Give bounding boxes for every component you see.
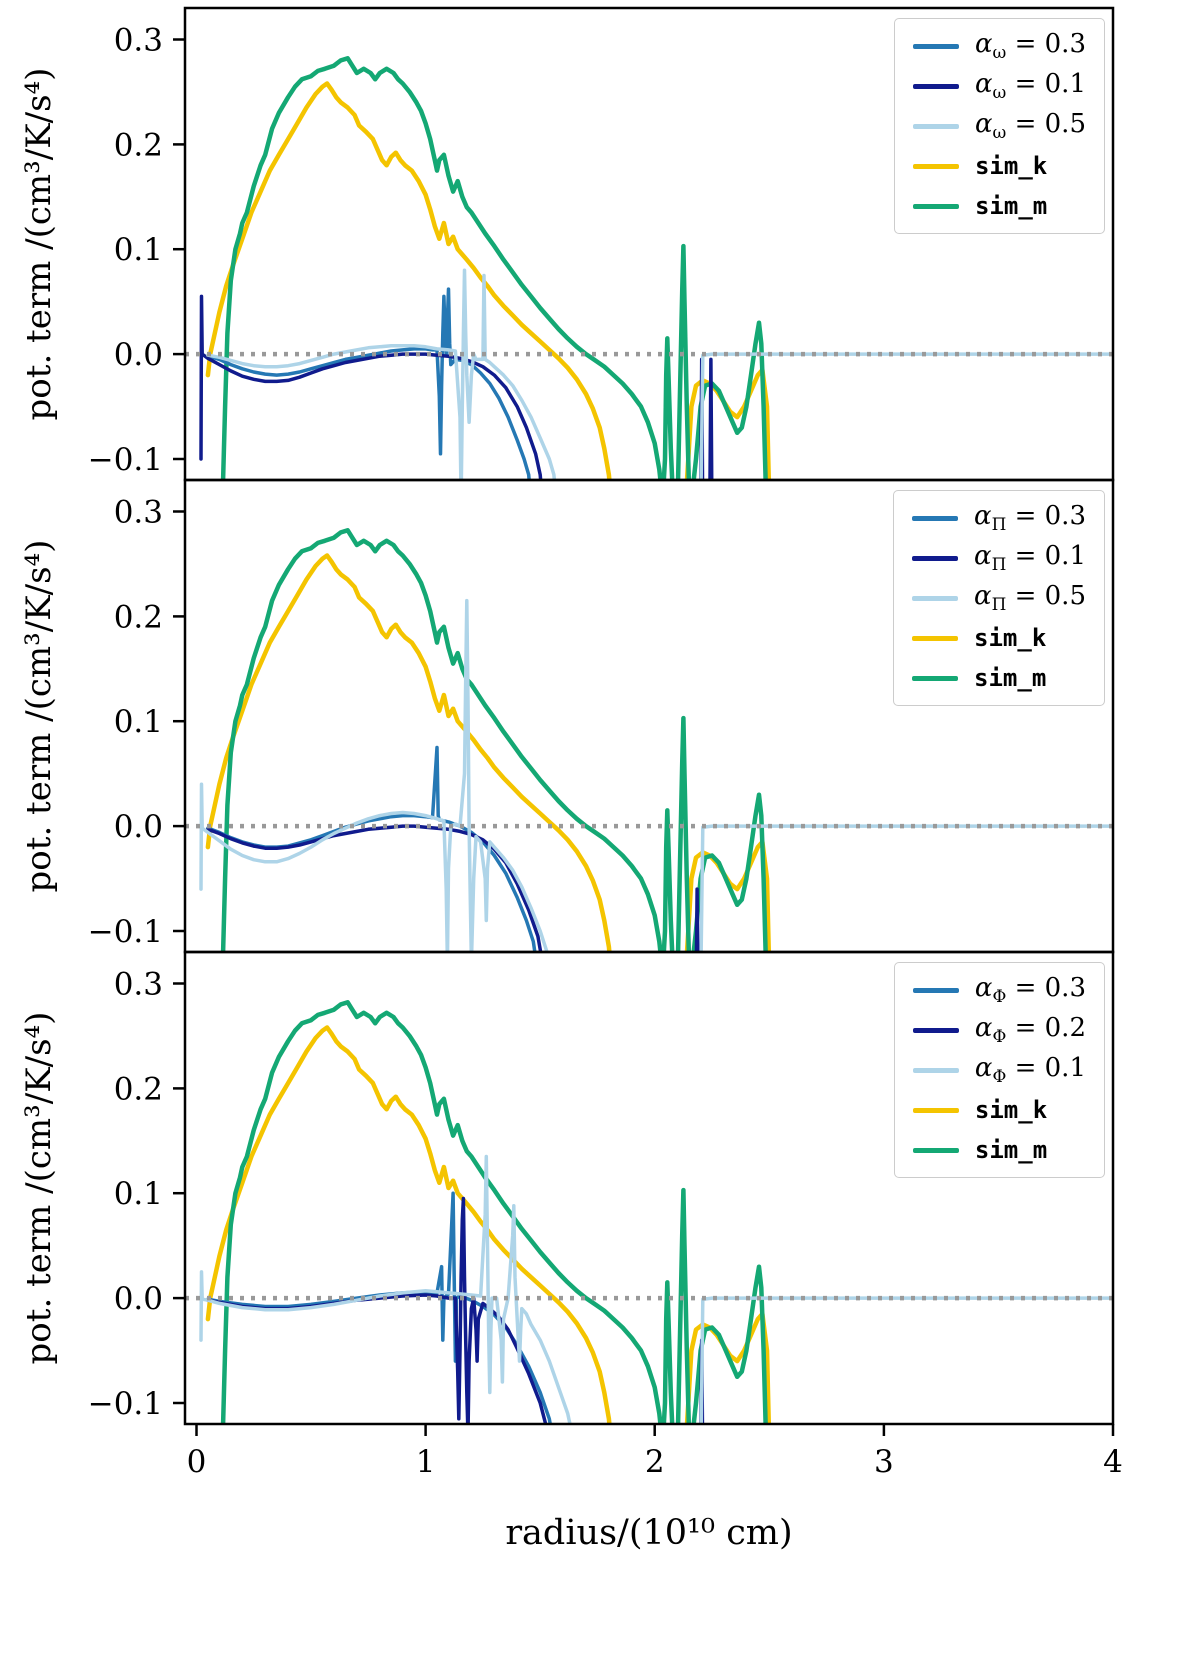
legend-entry: sim_m bbox=[912, 189, 1086, 223]
legend-label: αΦ = 0.1 bbox=[974, 1053, 1086, 1087]
legend-label: sim_k bbox=[974, 152, 1048, 180]
legend-label: αΦ = 0.3 bbox=[974, 973, 1086, 1007]
legend-panel-2: αΠ = 0.3 αΠ = 0.1 αΠ = 0.5 sim_k sim_m bbox=[893, 490, 1105, 706]
panel-1-series bbox=[185, 56, 1113, 480]
legend-line-swatch bbox=[912, 595, 959, 601]
series-alpha_P_0.1 bbox=[206, 824, 700, 952]
legend-line-swatch bbox=[912, 987, 959, 993]
legend-line-swatch bbox=[912, 43, 959, 49]
y-tick-label: 0.3 bbox=[114, 494, 163, 530]
legend-label: αΠ = 0.5 bbox=[974, 581, 1086, 615]
x-axis-label: radius/(10¹⁰ cm) bbox=[505, 1513, 793, 1553]
y-tick-label: 0.3 bbox=[114, 966, 163, 1002]
x-tick-label: 3 bbox=[874, 1444, 894, 1480]
legend-entry: sim_k bbox=[912, 1093, 1086, 1127]
legend-label: sim_m bbox=[974, 1136, 1048, 1164]
legend-panel-1: αω = 0.3 αω = 0.1 αω = 0.5 sim_k sim_m bbox=[893, 18, 1105, 234]
legend-line-swatch bbox=[912, 163, 959, 169]
legend-panel-3: αΦ = 0.3 αΦ = 0.2 αΦ = 0.1 sim_k sim_m bbox=[893, 962, 1105, 1178]
panel-3-spine bbox=[183, 950, 1115, 1426]
legend-line-swatch bbox=[912, 555, 959, 561]
legend-label: αΦ = 0.2 bbox=[974, 1013, 1086, 1047]
legend-label: αω = 0.3 bbox=[974, 29, 1086, 63]
legend-entry: αΠ = 0.5 bbox=[912, 581, 1086, 615]
series-alpha_w_0.5 bbox=[206, 268, 1113, 480]
legend-label: sim_m bbox=[974, 664, 1047, 692]
x-tick-label: 2 bbox=[645, 1444, 665, 1480]
legend-label: αω = 0.5 bbox=[974, 109, 1086, 143]
legend-entry: αω = 0.1 bbox=[912, 69, 1086, 103]
legend-entry: αΠ = 0.1 bbox=[912, 541, 1086, 575]
legend-label: sim_k bbox=[974, 624, 1047, 652]
panel-3-series bbox=[185, 1000, 1113, 1424]
legend-line-swatch bbox=[912, 83, 959, 89]
legend-line-swatch bbox=[912, 123, 959, 129]
x-tick-label: 0 bbox=[187, 1444, 207, 1480]
legend-entry: sim_k bbox=[912, 621, 1086, 655]
series-sim_m bbox=[220, 528, 768, 952]
series-alpha_F_0.1 bbox=[199, 1154, 1113, 1424]
y-tick-label: 0.1 bbox=[114, 1176, 163, 1212]
legend-label: sim_m bbox=[974, 192, 1048, 220]
legend-entry: αΦ = 0.3 bbox=[912, 973, 1086, 1007]
series-sim_k bbox=[205, 553, 772, 952]
legend-line-swatch bbox=[912, 1027, 959, 1033]
y-tick-label: −0.1 bbox=[88, 1386, 163, 1422]
legend-entry: αω = 0.3 bbox=[912, 29, 1086, 63]
y-tick-label: 0.1 bbox=[114, 704, 163, 740]
legend-label: αω = 0.1 bbox=[974, 69, 1086, 103]
legend-line-swatch bbox=[912, 1147, 959, 1153]
y-tick-label: 0.0 bbox=[114, 1281, 163, 1317]
legend-label: αΠ = 0.3 bbox=[974, 501, 1086, 535]
legend-entry: sim_k bbox=[912, 149, 1086, 183]
y-axis-label-panel-3: pot. term /(cm³/K/s⁴) bbox=[19, 1011, 59, 1365]
y-tick-label: 0.2 bbox=[114, 599, 163, 635]
legend-entry: αΦ = 0.2 bbox=[912, 1013, 1086, 1047]
y-tick-label: 0.0 bbox=[114, 809, 163, 845]
series-alpha_w_0.1 bbox=[199, 294, 714, 480]
series-sim_m bbox=[220, 1000, 768, 1424]
legend-line-swatch bbox=[912, 635, 959, 641]
legend-line-swatch bbox=[912, 675, 959, 681]
series-sim_k bbox=[205, 81, 772, 480]
legend-line-swatch bbox=[912, 203, 959, 209]
y-axis-label-panel-1: pot. term /(cm³/K/s⁴) bbox=[19, 67, 59, 421]
legend-entry: αΠ = 0.3 bbox=[912, 501, 1086, 535]
y-axis-label-panel-2: pot. term /(cm³/K/s⁴) bbox=[19, 539, 59, 893]
legend-line-swatch bbox=[912, 515, 959, 521]
series-sim_k bbox=[205, 1025, 772, 1424]
x-tick-label: 1 bbox=[416, 1444, 436, 1480]
y-tick-label: 0.3 bbox=[114, 22, 163, 58]
y-tick-label: 0.2 bbox=[114, 1071, 163, 1107]
panel-2-series bbox=[185, 528, 1113, 952]
y-tick-label: −0.1 bbox=[88, 914, 163, 950]
legend-entry: αω = 0.5 bbox=[912, 109, 1086, 143]
legend-entry: sim_m bbox=[912, 661, 1086, 695]
legend-label: αΠ = 0.1 bbox=[974, 541, 1086, 575]
legend-entry: αΦ = 0.1 bbox=[912, 1053, 1086, 1087]
x-tick-label: 4 bbox=[1103, 1444, 1123, 1480]
legend-line-swatch bbox=[912, 1107, 959, 1113]
y-tick-label: 0.2 bbox=[114, 127, 163, 163]
legend-entry: sim_m bbox=[912, 1133, 1086, 1167]
y-tick-label: 0.1 bbox=[114, 232, 163, 268]
series-sim_m bbox=[220, 56, 768, 480]
legend-line-swatch bbox=[912, 1067, 959, 1073]
y-tick-label: 0.0 bbox=[114, 337, 163, 373]
legend-label: sim_k bbox=[974, 1096, 1048, 1124]
y-tick-label: −0.1 bbox=[88, 442, 163, 478]
